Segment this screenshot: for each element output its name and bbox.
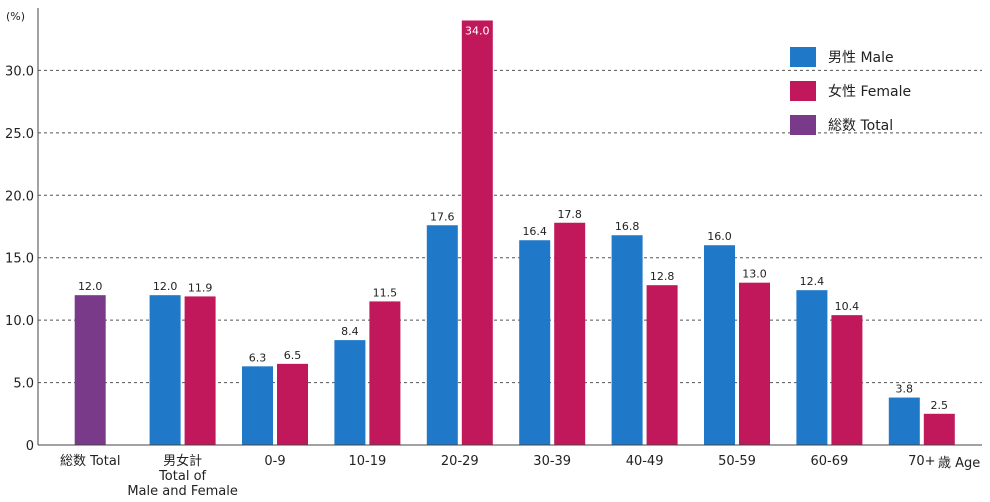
legend-swatch-total [790,115,816,135]
y-tick-label: 15.0 [5,252,34,267]
category-label: 総数 Total [60,454,121,469]
bar-male [426,225,458,445]
data-label: 13.0 [742,268,767,281]
bar-male [334,340,366,445]
data-label: 2.5 [931,399,949,412]
bar-female [554,222,586,445]
data-label: 11.9 [188,281,213,294]
data-label: 16.0 [707,230,732,243]
legend-swatch-female [790,81,816,101]
data-label: 16.8 [615,220,640,233]
category-label: 30-39 [533,454,571,469]
bar-female [739,282,770,445]
data-labels: 12.0 12.0 11.9 6.3 6.5 8.4 11.5 17.6 34.0 16.4 17.… [78,24,948,411]
data-label: 34.0 [465,24,490,37]
data-label: 12.8 [650,270,675,283]
data-label: 11.5 [373,286,398,299]
bar-female [369,301,401,445]
legend-label-male: 男性 Male [828,50,894,66]
category-label: Total of [158,469,206,484]
bar-male [796,290,828,445]
bar-female [646,285,678,445]
data-label: 12.0 [78,280,103,293]
y-unit-label: (%) [6,10,25,23]
bar-male [149,295,181,445]
y-tick-label: 0 [26,439,34,454]
data-label: 17.6 [430,210,455,223]
bar-male [519,240,551,445]
category-label: 70+ [908,454,935,469]
category-label: 0-9 [264,454,285,469]
category-label: 男女計 [163,453,202,469]
data-label: 6.5 [284,349,302,362]
bar-male [242,366,273,445]
data-label: 10.4 [835,300,860,313]
bar-female [461,20,493,445]
y-tick-label: 5.0 [13,377,34,392]
data-label: 12.0 [153,280,178,293]
bar-male [888,397,920,445]
y-tick-label: 25.0 [5,127,34,142]
data-label: 12.4 [800,275,825,288]
x-unit-label: 歳 Age [938,456,980,471]
data-label: 17.8 [557,208,582,221]
bars [74,20,955,445]
data-label: 8.4 [341,325,359,338]
y-tick-label: 30.0 [5,64,34,79]
legend-label-female: 女性 Female [828,83,911,100]
bar-total [74,295,106,445]
bar-male [704,245,735,445]
y-tick-label: 20.0 [5,189,34,204]
category-label: 10-19 [349,454,387,469]
bar-male [611,235,643,445]
bar-female [184,296,216,445]
category-label: 50-59 [718,454,756,469]
data-label: 16.4 [522,225,547,238]
category-label: 60-69 [811,454,849,469]
bar-female [831,315,863,445]
data-label: 3.8 [896,383,914,396]
category-label: Male and Female [127,484,238,499]
bar-female [277,363,308,445]
y-tick-label: 10.0 [5,314,34,329]
data-label: 6.3 [249,351,267,364]
category-label: 20-29 [441,454,479,469]
bar-female [923,413,955,445]
legend-swatch-male [790,47,816,67]
legend-label-total: 総数 Total [828,118,893,134]
legend: 男性 Male 女性 Female 総数 Total [790,47,911,135]
category-label: 40-49 [626,454,664,469]
